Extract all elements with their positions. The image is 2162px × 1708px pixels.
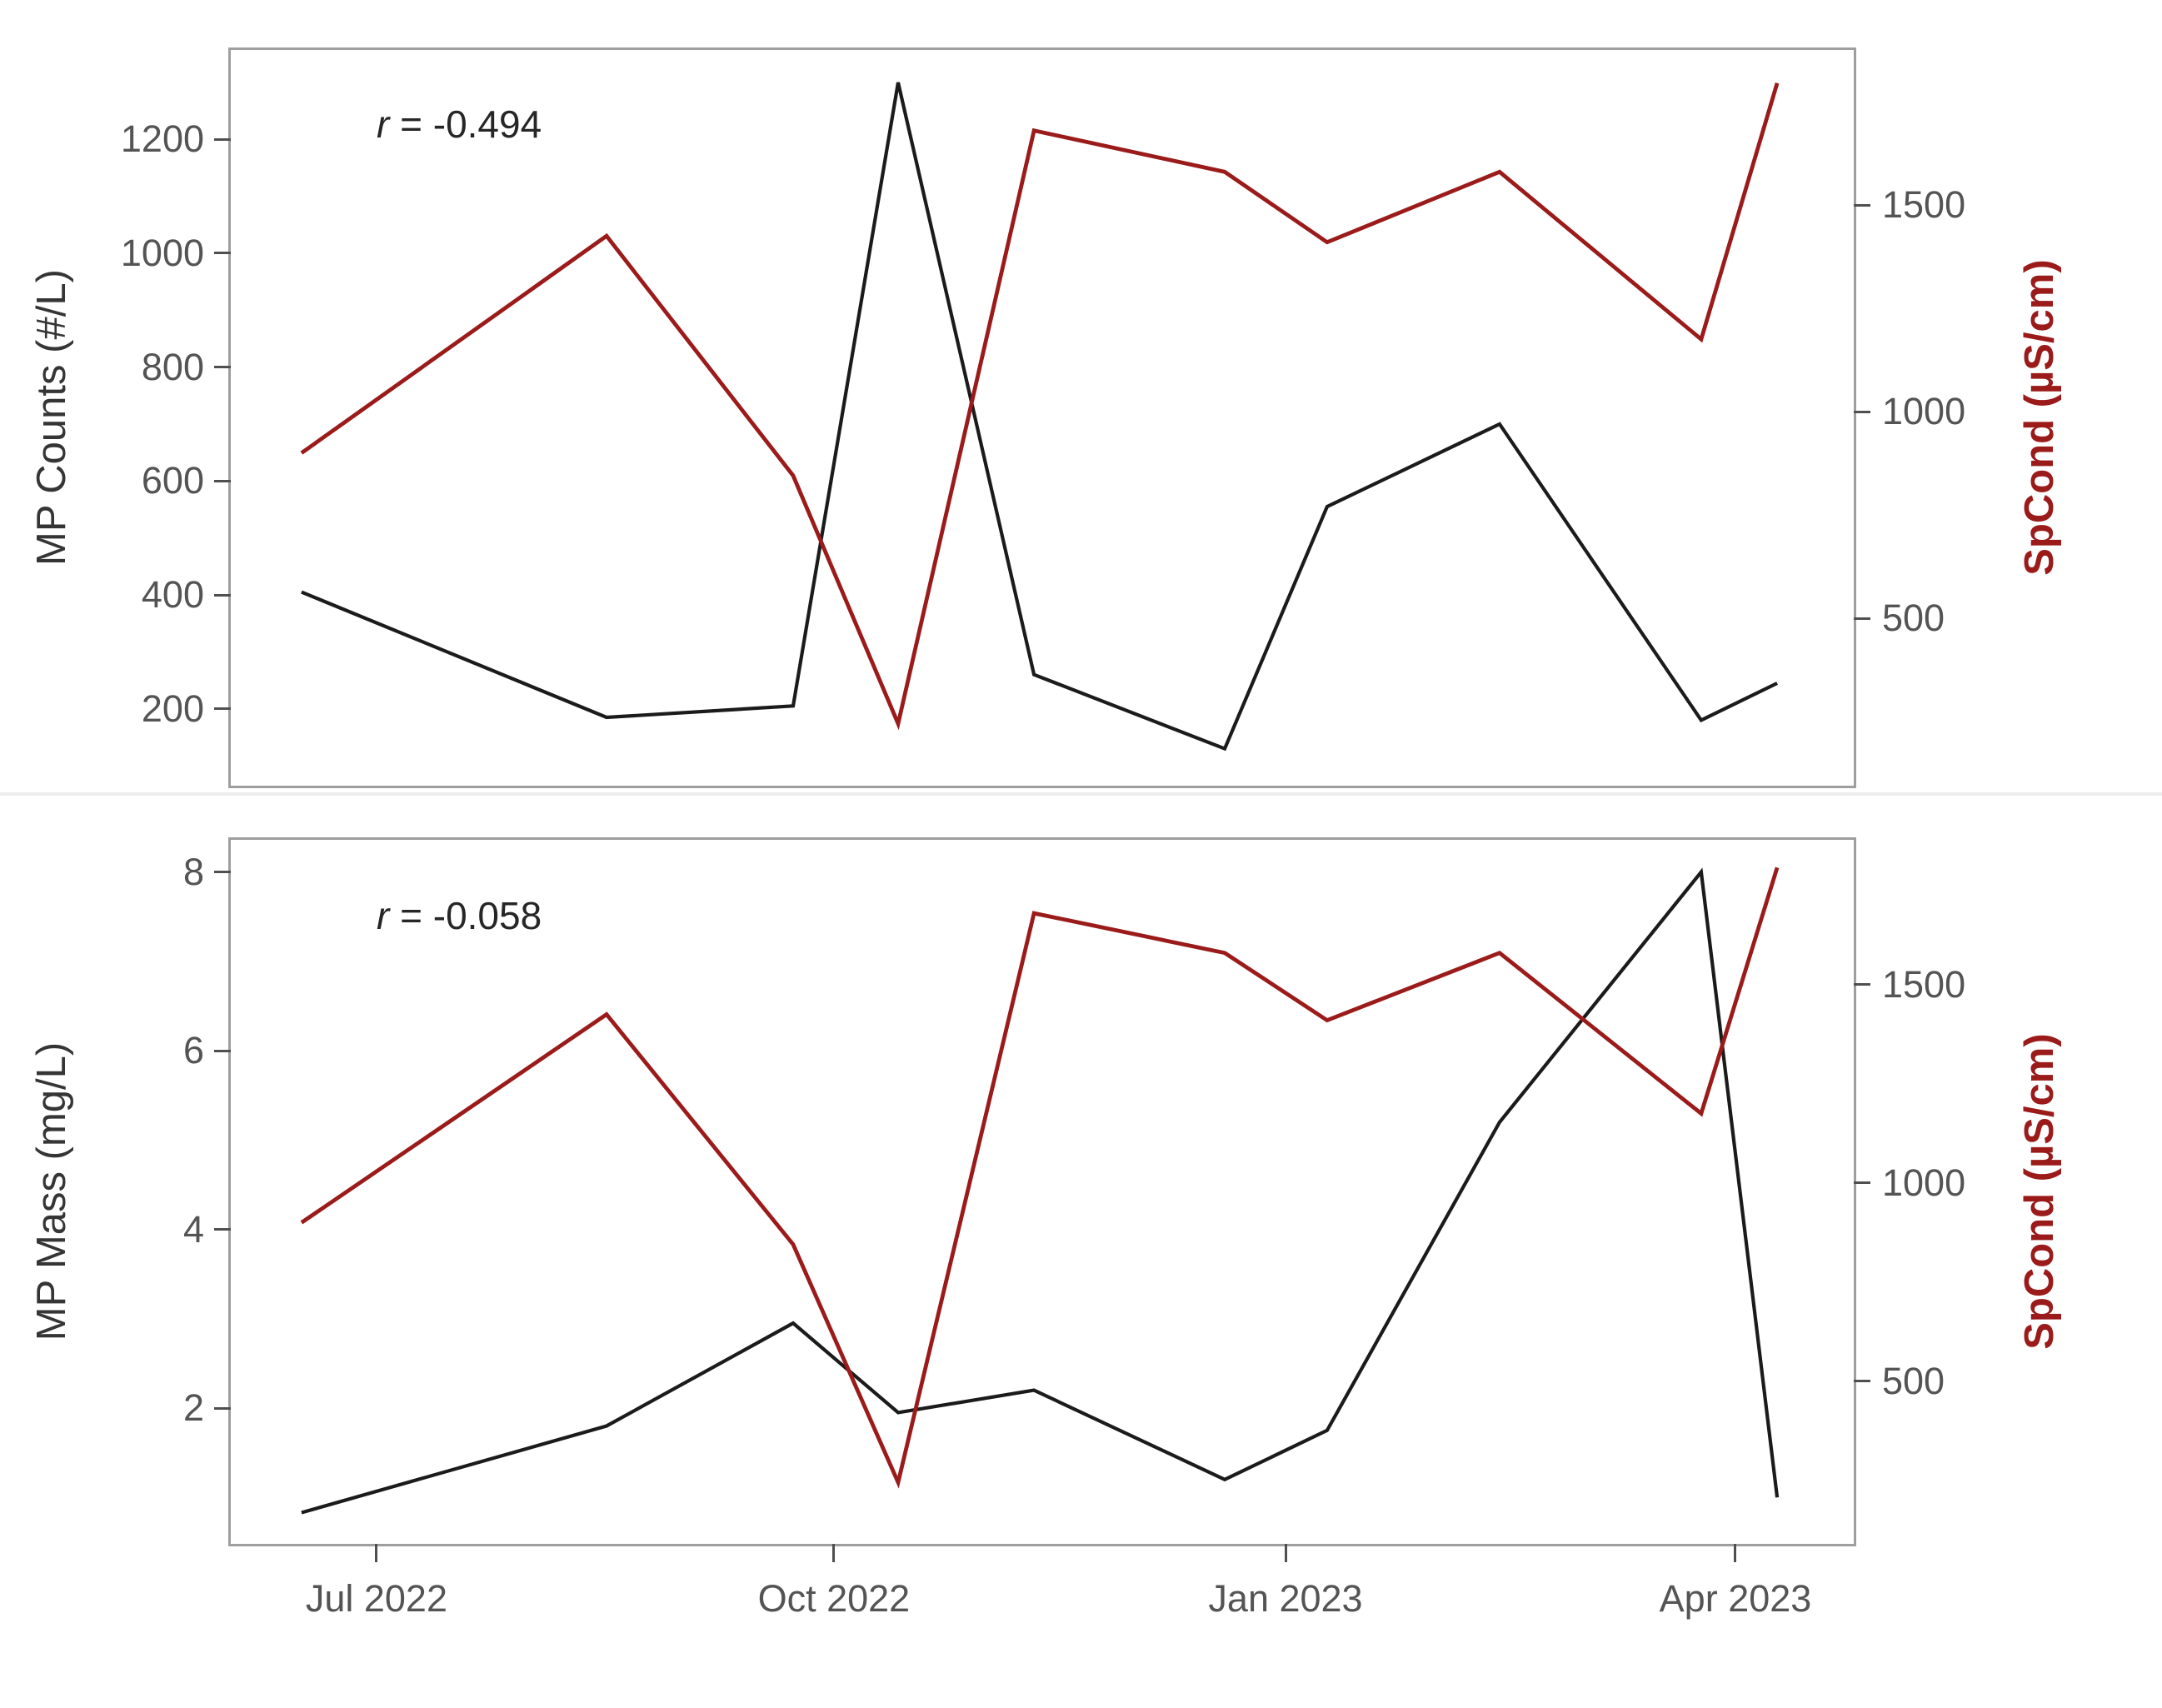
x-tick-label: Apr 2023 <box>1659 1577 1812 1620</box>
plot-area-top <box>300 82 1780 752</box>
y-axis-title-top-right: SpCond (µS/cm) <box>2017 259 2062 576</box>
y-tick-mark-left <box>214 1228 231 1231</box>
y-tick-label-left: 2 <box>182 1386 204 1429</box>
x-tick-mark <box>1284 1544 1287 1562</box>
y-axis-title-bottom-left: MP Mass (mg/L) <box>29 1041 74 1341</box>
y-tick-label-right: 500 <box>1882 597 1945 640</box>
y-tick-mark-left <box>214 871 231 874</box>
y-tick-label-right: 1000 <box>1882 390 1966 433</box>
y-tick-mark-right <box>1854 1380 1870 1383</box>
correlation-symbol: r <box>377 894 390 937</box>
y-tick-mark-left <box>214 1049 231 1052</box>
y-axis-title-bottom-right: SpCond (µS/cm) <box>2017 1033 2062 1350</box>
y-tick-label-right: 1000 <box>1882 1161 1966 1204</box>
y-tick-mark-left <box>214 479 231 482</box>
y-tick-mark-right <box>1854 617 1870 620</box>
y-tick-label-left: 200 <box>141 687 204 730</box>
x-tick-label: Oct 2022 <box>757 1577 911 1620</box>
y-tick-mark-right <box>1854 203 1870 207</box>
correlation-annotation-top: r = -0.494 <box>377 102 542 147</box>
x-tick-mark <box>832 1544 836 1562</box>
y-tick-mark-left <box>214 366 231 369</box>
y-tick-label-left: 8 <box>182 850 204 893</box>
x-tick-mark <box>1734 1544 1737 1562</box>
correlation-annotation-bottom: r = -0.058 <box>377 893 542 938</box>
y-tick-label-left: 800 <box>141 345 204 388</box>
x-tick-label: Jul 2022 <box>305 1577 447 1620</box>
y-tick-mark-left <box>214 252 231 255</box>
y-tick-mark-right <box>1854 1181 1870 1185</box>
y-tick-label-left: 6 <box>182 1029 204 1072</box>
x-tick-mark <box>375 1544 378 1562</box>
facet-separator <box>0 792 2162 796</box>
y-tick-mark-left <box>214 1406 231 1410</box>
series-line-mp-counts <box>301 82 1779 752</box>
y-tick-mark-left <box>214 707 231 711</box>
y-tick-label-right: 500 <box>1882 1359 1945 1402</box>
x-tick-label: Jan 2023 <box>1208 1577 1363 1620</box>
y-tick-label-left: 4 <box>182 1207 204 1251</box>
y-tick-label-left: 600 <box>141 459 204 502</box>
correlation-value: = -0.494 <box>389 102 542 146</box>
correlation-symbol: r <box>377 102 390 146</box>
plot-area-bottom <box>300 866 1780 1515</box>
panel-top <box>228 47 1856 788</box>
y-tick-mark-left <box>214 137 231 141</box>
y-tick-label-right: 1500 <box>1882 183 1966 227</box>
y-tick-mark-right <box>1854 410 1870 413</box>
series-line-spcond <box>300 82 1780 731</box>
series-line-mp-mass <box>301 867 1780 1515</box>
y-tick-label-right: 1500 <box>1882 962 1966 1006</box>
y-tick-label-left: 400 <box>141 573 204 617</box>
y-tick-label-left: 1200 <box>120 117 204 161</box>
panel-bottom <box>228 837 1856 1546</box>
correlation-value: = -0.058 <box>389 894 542 937</box>
series-line-spcond <box>300 866 1780 1489</box>
y-tick-label-left: 1000 <box>120 231 204 274</box>
y-tick-mark-right <box>1854 983 1870 986</box>
y-tick-mark-left <box>214 593 231 597</box>
